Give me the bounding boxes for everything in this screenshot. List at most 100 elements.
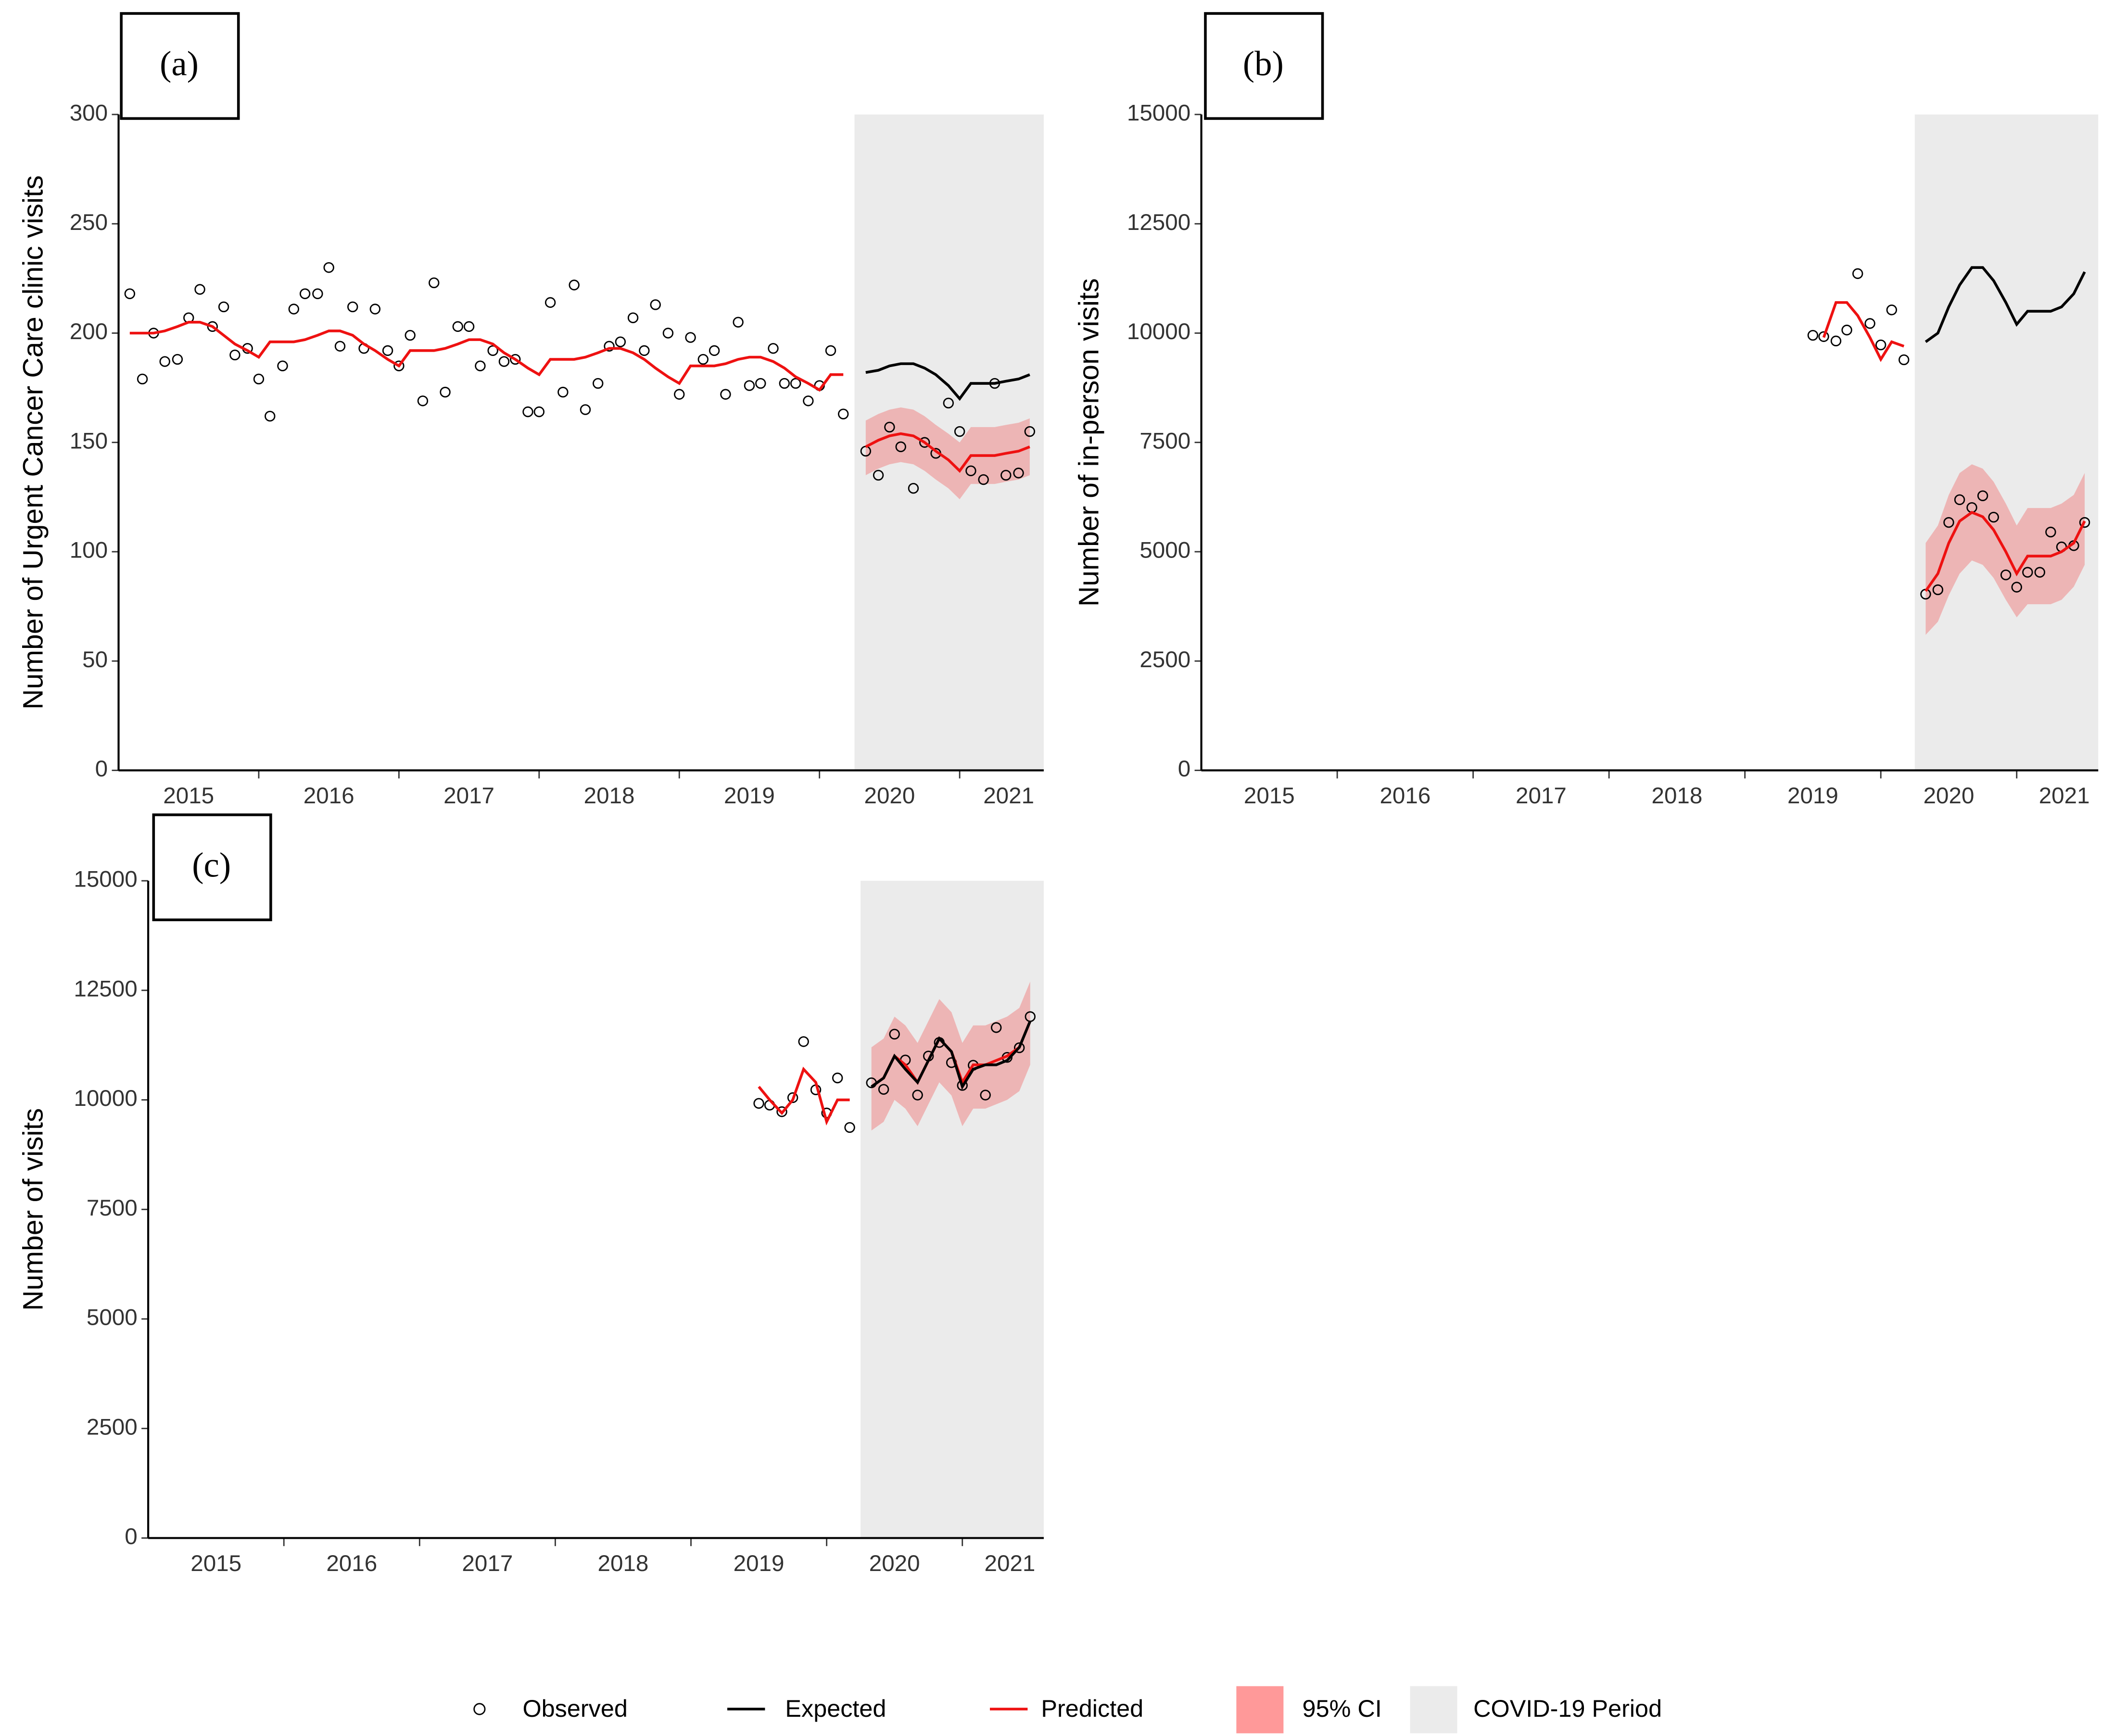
observed-point [980,1090,991,1101]
x-tick-label: 2020 [864,783,915,809]
observed-point [382,345,393,356]
observed-point [965,465,976,477]
legend-ci-key [1236,1686,1284,1734]
observed-point [790,378,801,389]
observed-point [991,1022,1002,1033]
observed-point [798,1036,809,1047]
y-tick-label: 7500 [1139,428,1190,454]
y-tick-label: 5000 [1139,538,1190,563]
observed-point [832,1072,843,1084]
x-tick-label: 2015 [1244,783,1295,809]
observed-point [878,1084,889,1095]
observed-point [1024,426,1036,437]
y-tick-label: 200 [70,319,108,344]
observed-point [1954,494,1965,506]
observed-point [604,341,615,352]
observed-point [895,441,906,453]
observed-point [323,262,334,273]
x-tick-label: 2017 [443,783,494,809]
y-tick-label: 5000 [87,1305,138,1331]
y-tick-label: 10000 [74,1086,137,1111]
observed-point [417,395,429,406]
observed-point [733,317,744,328]
observed-point [288,304,300,315]
observed-point [776,1106,787,1117]
observed-point [685,332,696,343]
ci-band [865,407,1030,499]
x-tick-label: 2020 [1924,783,1974,809]
observed-point [299,288,311,299]
observed-point [172,354,183,365]
y-tick-label: 100 [70,538,108,563]
observed-point [873,469,884,481]
observed-point [265,411,276,422]
legend-covid-key [1410,1686,1457,1734]
line [129,320,1030,473]
legend-label: Expected [785,1695,886,1722]
legend-label: Predicted [1041,1695,1143,1722]
x-tick-label: 2019 [1787,783,1838,809]
panel-label: (a) [160,44,199,83]
observed-point [627,312,639,323]
observed-point [1932,584,1944,596]
covid-shade [861,881,1044,1538]
x-tick-label: 2021 [983,783,1034,809]
observed-point [662,328,674,339]
observed-point [498,356,510,367]
x-tick-label: 2017 [1516,783,1567,809]
panel-label-box [120,12,240,120]
observed-point [1898,354,1910,366]
observed-point [709,345,720,356]
x-tick-label: 2016 [1380,783,1430,809]
observed-point [2079,517,2090,528]
legend-label: Observed [522,1695,627,1722]
observed-point [557,387,569,398]
observed-point [1841,324,1852,336]
observed-point [124,288,136,299]
observed-point [803,395,814,406]
y-tick-label: 250 [70,210,108,235]
y-tick-label: 300 [70,101,108,126]
observed-point [593,378,604,389]
observed-point [1000,469,1012,481]
y-tick-label: 150 [70,428,108,454]
line [865,362,1030,401]
y-tick-label: 7500 [87,1195,138,1221]
observed-point [487,345,498,356]
observed-point [510,354,521,365]
observed-point [334,341,346,352]
observed-point [218,301,229,313]
observed-point [978,474,989,485]
x-tick-label: 2019 [734,1551,785,1576]
observed-point [1886,304,1898,316]
observed-point [405,329,416,341]
observed-point [1943,517,1954,528]
observed-point [943,397,954,409]
observed-point [838,408,849,419]
covid-shade [1914,114,2099,771]
observed-point [954,426,965,437]
observed-point [1852,268,1863,279]
y-tick-label: 0 [95,756,108,782]
x-tick-label: 2020 [869,1551,920,1576]
y-axis-title: Number of in-person visits [1074,278,1105,607]
observed-point [844,1122,855,1133]
observed-point [1988,511,1999,523]
observed-point [253,373,265,385]
panel-label: (b) [1243,44,1284,83]
y-tick-label: 0 [125,1524,137,1549]
observed-point [522,406,533,418]
observed-point [347,301,358,313]
observed-point [229,349,240,361]
x-tick-label: 2015 [163,783,214,809]
y-tick-label: 15000 [1127,101,1190,126]
x-tick-label: 2016 [326,1551,377,1576]
observed-point [674,389,685,400]
legend-observed-key [473,1703,486,1715]
observed-point [429,277,440,289]
observed-point [889,1028,900,1040]
y-axis-title: Number of Urgent Cancer Care clinic visi… [17,175,49,710]
observed-point [159,356,170,367]
y-tick-label: 2500 [87,1414,138,1440]
